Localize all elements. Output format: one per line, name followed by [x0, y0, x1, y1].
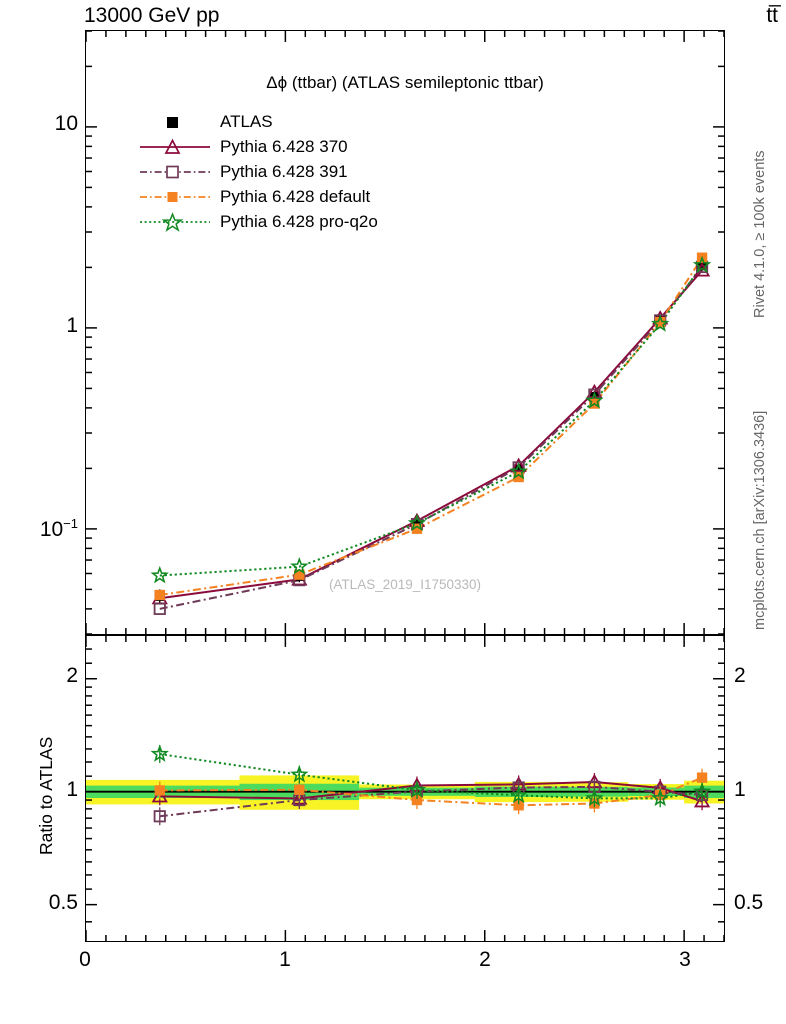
legend-label-atlas: ATLAS — [220, 111, 273, 131]
legend-key-370 — [138, 136, 212, 158]
ratio-y-tick-right-1: 1 — [734, 777, 746, 801]
legend-label-default: Pythia 6.428 default — [220, 186, 371, 206]
legend-entry-391[interactable]: Pythia 6.428 391 — [138, 159, 378, 184]
legend-label-proq2o: Pythia 6.428 pro-q2o — [220, 211, 378, 231]
legend-key-atlas — [138, 111, 212, 133]
process-label: tt̅ — [766, 4, 778, 27]
legend-entry-atlas[interactable]: ATLAS — [138, 109, 378, 134]
legend-entry-proq2o[interactable]: Pythia 6.428 pro-q2o — [138, 209, 378, 234]
ratio-axis-title: Ratio to ATLAS — [36, 736, 56, 855]
legend-key-default — [138, 186, 212, 208]
legend-entry-370[interactable]: Pythia 6.428 370 — [138, 134, 378, 159]
ratio-y-tick-left-2: 0.5 — [48, 891, 78, 915]
plot-title: Δϕ (ttbar) (ATLAS semileptonic ttbar) — [266, 73, 544, 92]
ratio-plot-canvas — [85, 636, 725, 941]
main-y-tick-1: 1 — [66, 313, 78, 337]
main-plot-canvas — [85, 30, 725, 635]
legend-key-proq2o — [138, 211, 212, 233]
x-tick-1: 1 — [279, 948, 291, 971]
rivet-version-label: Rivet 4.1.0, ≥ 100k events — [752, 150, 768, 318]
x-tick-3: 3 — [679, 948, 691, 971]
legend: ATLAS Pythia 6.428 370 P — [138, 109, 378, 234]
x-tick-2: 2 — [479, 948, 491, 971]
analysis-id-watermark: (ATLAS_2019_I1750330) — [328, 577, 482, 592]
legend-key-391 — [138, 161, 212, 183]
x-tick-0: 0 — [79, 948, 91, 971]
ratio-y-tick-left-0: 2 — [66, 664, 78, 688]
main-plot-panel: Δϕ (ttbar) (ATLAS semileptonic ttbar) (A… — [85, 30, 725, 635]
ratio-plot-panel — [85, 635, 725, 942]
main-y-tick-0: 10 — [54, 112, 78, 136]
legend-label-391: Pythia 6.428 391 — [220, 161, 348, 181]
ratio-y-tick-left-1: 1 — [66, 777, 78, 801]
beam-energy-label: 13000 GeV pp — [84, 4, 220, 27]
mcplots-source-label: mcplots.cern.ch [arXiv:1306.3436] — [752, 410, 768, 630]
ratio-y-tick-right-0: 2 — [734, 664, 746, 688]
legend-entry-default[interactable]: Pythia 6.428 default — [138, 184, 378, 209]
main-y-tick-2: 10−1 — [39, 515, 78, 541]
ratio-y-tick-right-2: 0.5 — [734, 891, 764, 915]
legend-label-370: Pythia 6.428 370 — [220, 136, 348, 156]
